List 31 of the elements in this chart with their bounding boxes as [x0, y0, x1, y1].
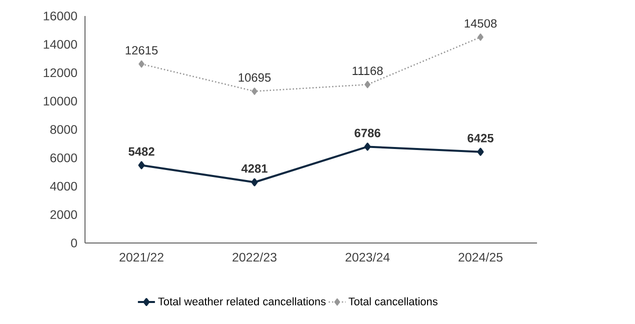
data-label: 4281 — [241, 164, 268, 173]
point — [138, 161, 145, 170]
point — [478, 34, 484, 41]
y-tick-label: 2000 — [50, 210, 78, 220]
y-tick-label: 10000 — [44, 96, 78, 106]
data-label: 5482 — [128, 147, 154, 156]
y-tick-label: 16000 — [44, 12, 78, 20]
point — [138, 60, 144, 68]
x-tick-label: 2021/22 — [120, 252, 164, 262]
x-tick-label: 2022/23 — [232, 252, 276, 262]
x-tick-label: 2023/24 — [346, 252, 390, 262]
y-tick-label: 4000 — [50, 182, 78, 191]
data-label: 12615 — [126, 46, 158, 55]
x-tick-label: 2024/25 — [458, 252, 502, 262]
point — [251, 178, 258, 186]
data-label: 6786 — [354, 128, 380, 138]
point — [364, 80, 370, 88]
y-tick-label: 6000 — [50, 153, 78, 162]
data-label: 11168 — [352, 66, 383, 76]
y-tick-label: 0 — [71, 238, 78, 248]
y-tick-label: 8000 — [50, 125, 78, 134]
legend-label: Total weather related cancellations — [158, 297, 326, 306]
data-label: 14508 — [464, 19, 497, 28]
y-tick-label: 14000 — [44, 40, 78, 49]
point — [364, 142, 371, 151]
point — [252, 88, 258, 95]
y-tick-label: 12000 — [44, 68, 78, 78]
legend-label: Total cancellations — [348, 297, 438, 306]
data-label: 10695 — [238, 73, 271, 82]
point — [477, 148, 484, 156]
data-label: 6425 — [468, 134, 494, 142]
